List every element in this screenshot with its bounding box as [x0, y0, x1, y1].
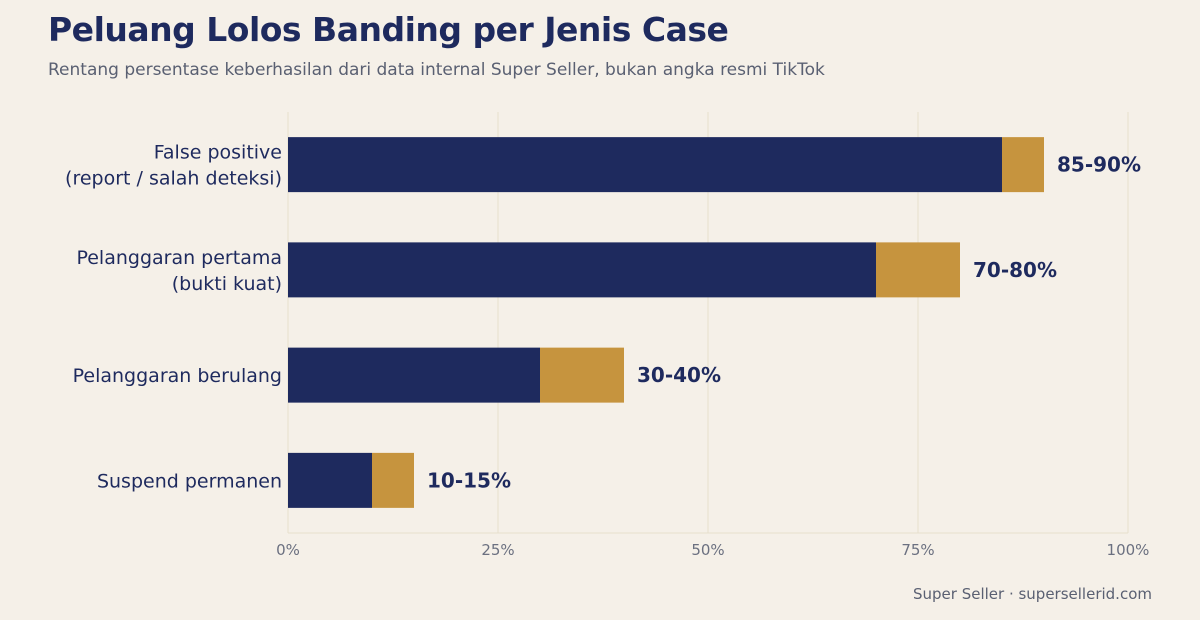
x-tick-label: 100% [1107, 541, 1150, 559]
bar-base [288, 452, 372, 508]
category-label-line: False positive [154, 142, 282, 164]
x-tick-label: 0% [276, 541, 300, 559]
category-label-line: Pelanggaran berulang [73, 365, 282, 387]
x-tick-label: 50% [691, 541, 724, 559]
bar-range [1002, 137, 1044, 193]
bar-base [288, 137, 1002, 193]
category-label-line: Suspend permanen [97, 470, 282, 492]
bar-range [540, 347, 624, 403]
chart-title: Peluang Lolos Banding per Jenis Case [48, 10, 729, 49]
category-label: Pelanggaran berulang [73, 365, 282, 387]
bar-base [288, 347, 540, 403]
category-label: False positive (report / salah deteksi) [65, 142, 282, 190]
value-label: 10-15% [427, 468, 511, 492]
footer-credit: Super Seller · supersellerid.com [912, 585, 1152, 603]
bar-base [288, 242, 876, 298]
value-label: 85-90% [1057, 153, 1141, 177]
category-label: Suspend permanen [97, 470, 282, 492]
category-label-line: (report / salah deteksi) [65, 168, 282, 190]
category-label: Pelanggaran pertama (bukti kuat) [76, 247, 282, 295]
category-label-line: Pelanggaran pertama [76, 247, 282, 269]
chart-subtitle: Rentang persentase keberhasilan dari dat… [48, 60, 825, 80]
value-label: 70-80% [973, 258, 1057, 282]
x-tick-label: 75% [901, 541, 934, 559]
bar-range [372, 452, 414, 508]
bar-range [876, 242, 960, 298]
x-tick-label: 25% [481, 541, 514, 559]
category-label-line: (bukti kuat) [172, 273, 282, 295]
value-label: 30-40% [637, 363, 721, 387]
